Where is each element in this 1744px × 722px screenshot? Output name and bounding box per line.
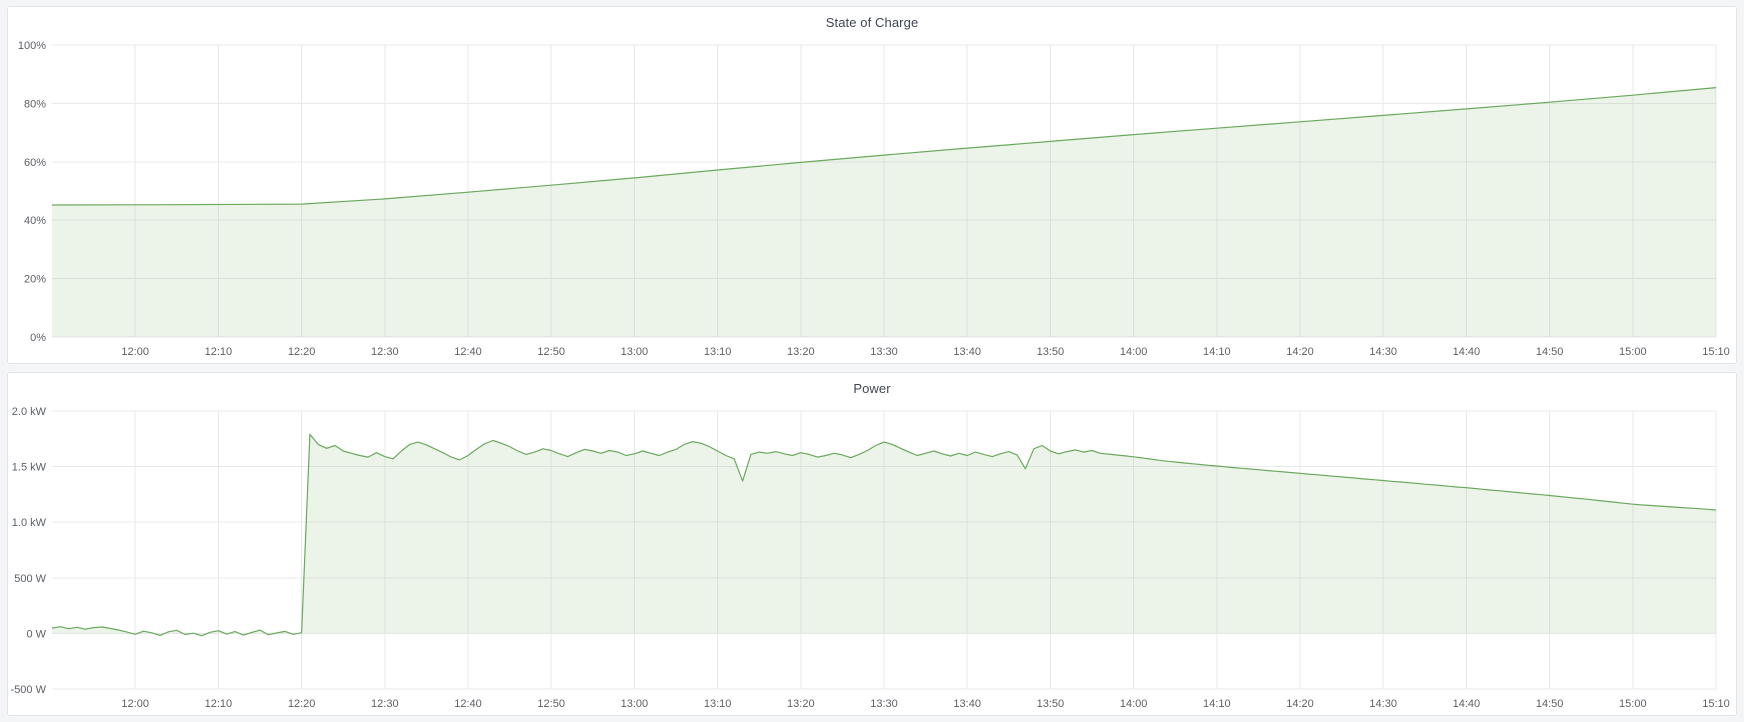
panel-power: Power 12:00 12:10 12:20 12:30 12:40 12:50 13:0… [7,372,1737,716]
svg-text:13:00: 13:00 [621,346,649,358]
svg-text:12:20: 12:20 [288,698,316,710]
svg-text:13:50: 13:50 [1037,346,1065,358]
svg-text:13:50: 13:50 [1037,698,1065,710]
power-chart[interactable]: 12:00 12:10 12:20 12:30 12:40 12:50 13:00 13:10… [8,403,1736,715]
svg-text:500 W: 500 W [14,573,46,585]
svg-text:14:40: 14:40 [1453,698,1481,710]
svg-text:20%: 20% [24,274,46,286]
svg-text:1.5 kW: 1.5 kW [12,462,47,474]
svg-text:13:30: 13:30 [870,698,898,710]
svg-text:12:40: 12:40 [454,698,482,710]
svg-text:12:30: 12:30 [371,346,399,358]
svg-text:12:50: 12:50 [537,698,565,710]
svg-text:13:20: 13:20 [787,346,815,358]
svg-text:13:30: 13:30 [870,346,898,358]
panel-title-power[interactable]: Power [853,380,891,396]
svg-text:14:50: 14:50 [1536,346,1564,358]
svg-text:14:50: 14:50 [1536,698,1564,710]
svg-text:40%: 40% [24,215,46,227]
svg-text:12:30: 12:30 [371,698,399,710]
svg-text:0%: 0% [30,332,46,344]
svg-text:14:10: 14:10 [1203,698,1231,710]
svg-text:13:00: 13:00 [621,698,649,710]
svg-text:0 W: 0 W [26,628,46,640]
svg-text:100%: 100% [18,40,46,52]
svg-text:14:40: 14:40 [1453,346,1481,358]
svg-text:15:00: 15:00 [1619,346,1647,358]
panel-state-of-charge: State of Charge 12:00 12:10 12:20 12:30 12:4… [7,6,1737,364]
svg-text:12:20: 12:20 [288,346,316,358]
svg-text:12:10: 12:10 [205,698,233,710]
svg-text:15:10: 15:10 [1702,346,1730,358]
svg-text:12:10: 12:10 [205,346,233,358]
svg-text:14:20: 14:20 [1286,346,1314,358]
svg-text:13:20: 13:20 [787,698,815,710]
panel-header-power[interactable]: Power [8,373,1736,403]
svg-text:14:30: 14:30 [1369,698,1397,710]
svg-text:2.0 kW: 2.0 kW [12,406,47,418]
svg-text:1.0 kW: 1.0 kW [12,517,47,529]
svg-text:13:10: 13:10 [704,346,732,358]
svg-text:15:00: 15:00 [1619,698,1647,710]
svg-text:80%: 80% [24,98,46,110]
svg-text:12:40: 12:40 [454,346,482,358]
svg-text:14:00: 14:00 [1120,698,1148,710]
svg-text:13:40: 13:40 [953,698,981,710]
svg-text:15:10: 15:10 [1702,698,1730,710]
svg-text:12:50: 12:50 [537,346,565,358]
panel-title-state-of-charge[interactable]: State of Charge [825,14,919,30]
svg-text:60%: 60% [24,157,46,169]
dashboard: State of Charge 12:00 12:10 12:20 12:30 12:4… [7,6,1737,716]
svg-text:13:10: 13:10 [704,698,732,710]
svg-text:14:20: 14:20 [1286,698,1314,710]
svg-text:14:10: 14:10 [1203,346,1231,358]
svg-text:14:00: 14:00 [1120,346,1148,358]
svg-text:-500 W: -500 W [11,684,47,696]
svg-text:12:00: 12:00 [121,698,149,710]
state-of-charge-chart[interactable]: 12:00 12:10 12:20 12:30 12:40 12:50 13:00 13:10… [8,37,1736,363]
svg-text:12:00: 12:00 [121,346,149,358]
svg-text:13:40: 13:40 [953,346,981,358]
svg-text:14:30: 14:30 [1369,346,1397,358]
panel-header-state-of-charge[interactable]: State of Charge [8,7,1736,37]
